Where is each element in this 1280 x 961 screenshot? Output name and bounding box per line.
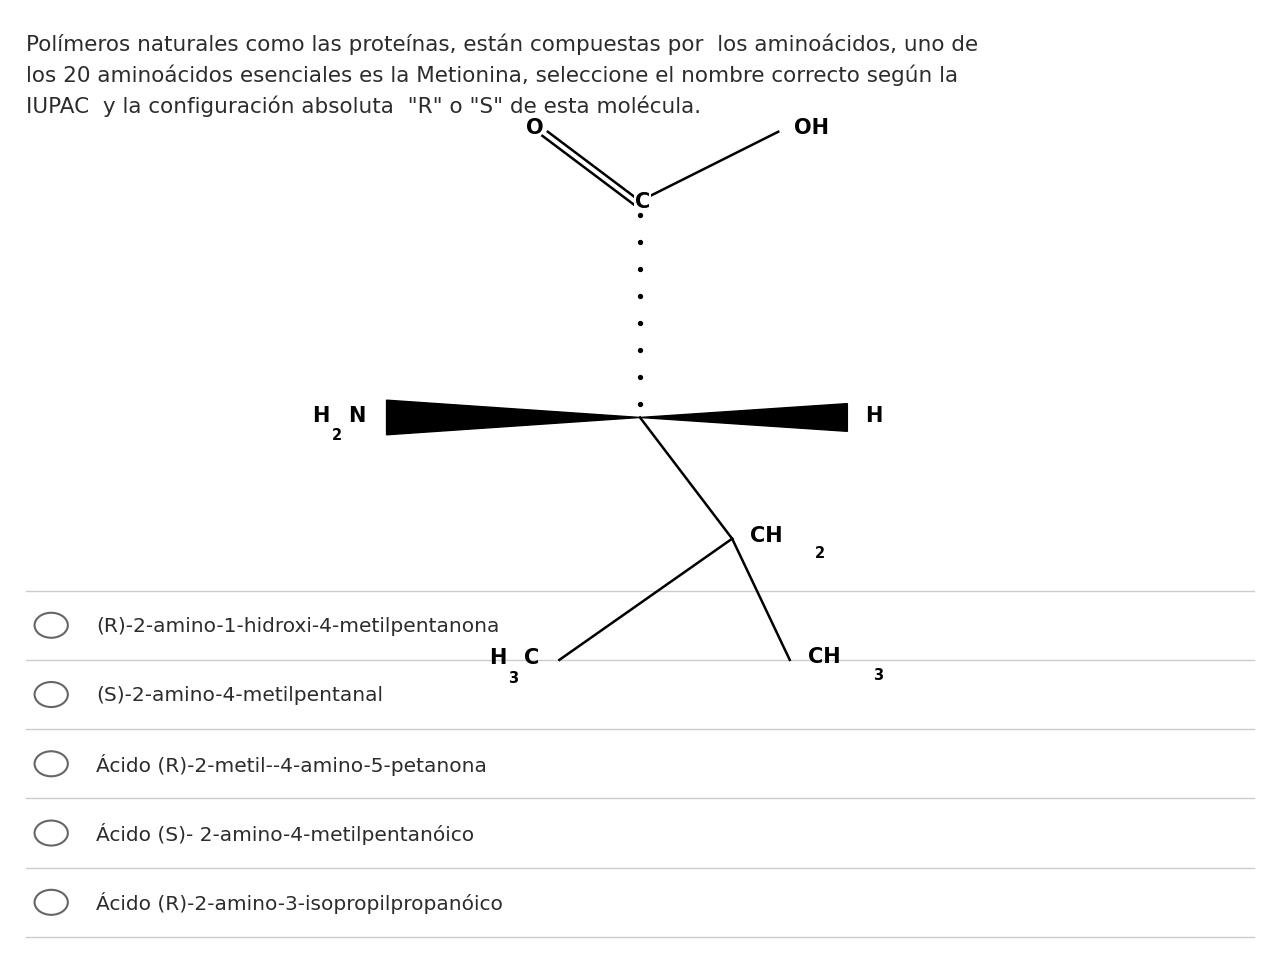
Polygon shape — [387, 401, 640, 435]
Text: Ácido (R)-2-metil--4-amino-5-petanona: Ácido (R)-2-metil--4-amino-5-petanona — [96, 753, 486, 775]
Text: (R)-2-amino-1-hidroxi-4-metilpentanona: (R)-2-amino-1-hidroxi-4-metilpentanona — [96, 616, 499, 635]
Text: 2: 2 — [332, 428, 342, 443]
Text: Ácido (R)-2-amino-3-isopropilpropanóico: Ácido (R)-2-amino-3-isopropilpropanóico — [96, 892, 503, 913]
Text: H: H — [489, 648, 507, 667]
Text: O: O — [526, 118, 544, 137]
Polygon shape — [640, 405, 847, 431]
Text: C: C — [524, 648, 539, 667]
Text: CH: CH — [808, 647, 840, 666]
Text: Ácido (S)- 2-amino-4-metilpentanóico: Ácido (S)- 2-amino-4-metilpentanóico — [96, 823, 474, 844]
Text: H: H — [865, 406, 883, 425]
Text: H: H — [312, 406, 330, 425]
Text: (S)-2-amino-4-metilpentanal: (S)-2-amino-4-metilpentanal — [96, 685, 383, 704]
Text: N: N — [348, 406, 366, 425]
Text: 2: 2 — [815, 546, 826, 561]
Text: Polímeros naturales como las proteínas, están compuestas por  los aminoácidos, u: Polímeros naturales como las proteínas, … — [26, 34, 978, 117]
Text: OH: OH — [794, 118, 828, 137]
Text: 3: 3 — [508, 670, 518, 685]
Text: C: C — [635, 192, 650, 211]
Text: 3: 3 — [873, 667, 883, 682]
Text: CH: CH — [750, 526, 782, 545]
